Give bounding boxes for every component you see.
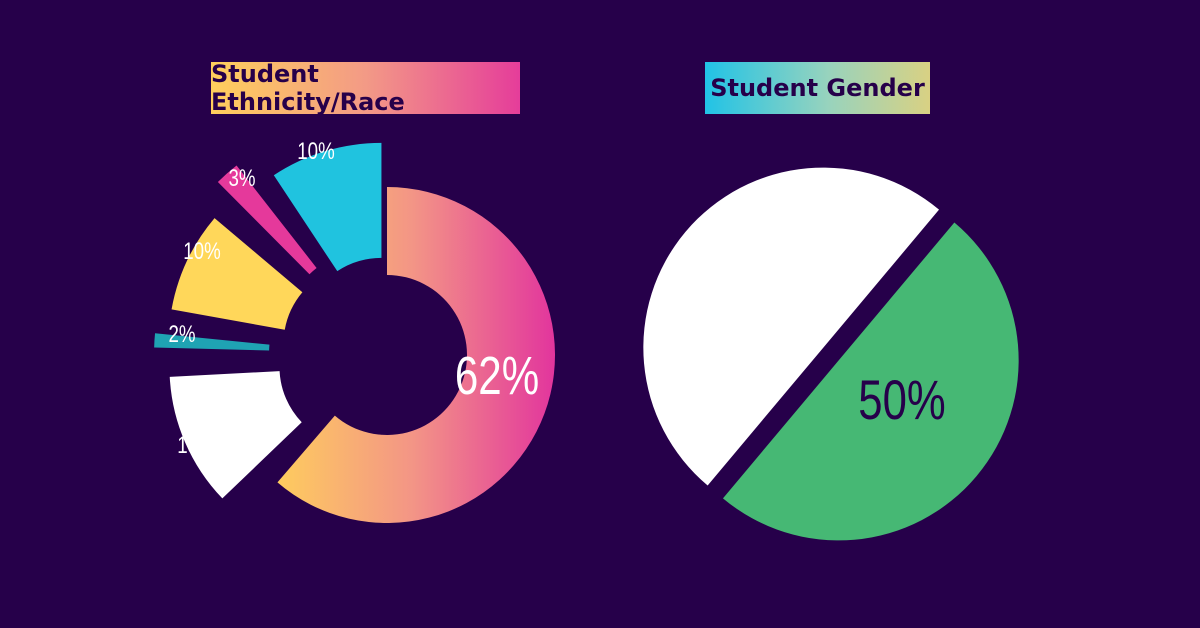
gender-slice-1 — [643, 167, 940, 486]
gender-pie-chart: 50% 50% — [643, 167, 1019, 541]
ethnicity-slice-4 — [217, 165, 317, 275]
ethnicity-label-4: 3% — [228, 165, 255, 192]
ethnicity-label-3: 10% — [183, 238, 220, 265]
ethnicity-label-5: 10% — [297, 138, 334, 165]
gender-label-green: 50% — [703, 267, 790, 329]
ethnicity-donut-chart: 62% 13% 2% 10% 3% 10% — [154, 138, 555, 523]
ethnicity-slice-1 — [169, 371, 302, 499]
ethnicity-chart-title: Student Ethnicity/Race — [211, 60, 520, 116]
ethnicity-slice-3 — [171, 218, 303, 330]
ethnicity-label-0: 62% — [455, 346, 539, 406]
ethnicity-slice-0 — [277, 187, 555, 523]
gender-label-white: 50% — [858, 369, 945, 431]
ethnicity-slice-2 — [154, 333, 270, 351]
ethnicity-label-1: 13% — [177, 432, 214, 459]
gender-chart-title: Student Gender — [705, 62, 930, 114]
ethnicity-label-2: 2% — [168, 321, 195, 348]
ethnicity-slice-5 — [273, 142, 382, 272]
gender-slice-0 — [722, 222, 1019, 541]
